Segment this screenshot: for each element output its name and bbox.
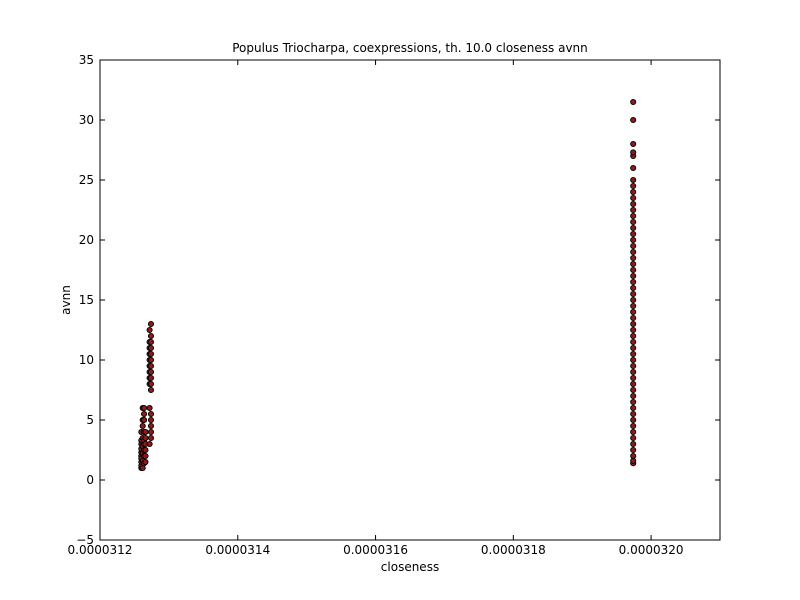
data-point <box>631 279 636 284</box>
data-point <box>147 405 152 410</box>
data-point <box>631 285 636 290</box>
x-tick-label: 0.0000316 <box>343 543 408 557</box>
data-point <box>148 387 153 392</box>
data-point <box>631 141 636 146</box>
data-point <box>631 435 636 440</box>
data-point <box>143 447 148 452</box>
data-point <box>141 405 146 410</box>
data-point <box>631 219 636 224</box>
y-tick-label: 30 <box>79 113 94 127</box>
data-point <box>148 345 153 350</box>
data-point <box>141 411 146 416</box>
data-point <box>631 405 636 410</box>
data-point <box>631 150 636 155</box>
y-tick-label: 5 <box>86 413 94 427</box>
data-point <box>631 303 636 308</box>
y-tick-label: 20 <box>79 233 94 247</box>
data-point <box>631 321 636 326</box>
data-point <box>631 273 636 278</box>
data-point <box>143 429 148 434</box>
x-tick-label: 0.0000318 <box>481 543 546 557</box>
data-point <box>631 267 636 272</box>
data-point <box>148 321 153 326</box>
x-tick-label: 0.0000314 <box>205 543 270 557</box>
data-point <box>631 357 636 362</box>
data-point <box>631 363 636 368</box>
data-point <box>148 339 153 344</box>
data-point <box>148 381 153 386</box>
data-point <box>631 339 636 344</box>
y-tick-label: 25 <box>79 173 94 187</box>
data-point <box>148 423 153 428</box>
data-point <box>148 363 153 368</box>
data-point <box>631 411 636 416</box>
data-point <box>148 351 153 356</box>
data-point <box>631 213 636 218</box>
y-tick-label: 15 <box>79 293 94 307</box>
y-tick-label: 10 <box>79 353 94 367</box>
data-point <box>148 417 153 422</box>
data-point <box>631 117 636 122</box>
data-point <box>631 315 636 320</box>
y-tick-label: 0 <box>86 473 94 487</box>
x-axis-label: closeness <box>381 560 439 574</box>
data-point <box>631 375 636 380</box>
data-point <box>141 417 146 422</box>
data-point <box>631 99 636 104</box>
data-point <box>631 333 636 338</box>
data-point <box>631 351 636 356</box>
data-point <box>631 243 636 248</box>
chart-title: Populus Triocharpa, coexpressions, th. 1… <box>232 41 588 55</box>
data-point <box>631 429 636 434</box>
data-point <box>143 453 148 458</box>
data-point <box>148 357 153 362</box>
data-point <box>631 195 636 200</box>
data-point <box>631 345 636 350</box>
data-point <box>147 327 152 332</box>
data-point <box>148 435 153 440</box>
data-point <box>143 435 148 440</box>
data-point <box>148 369 153 374</box>
data-point <box>148 375 153 380</box>
data-point <box>631 387 636 392</box>
y-tick-label: −5 <box>76 533 94 547</box>
y-axis-label: avnn <box>59 285 73 315</box>
data-point <box>631 201 636 206</box>
data-point <box>631 225 636 230</box>
data-point <box>631 393 636 398</box>
y-tick-label: 35 <box>79 53 94 67</box>
data-point <box>631 297 636 302</box>
data-point <box>148 411 153 416</box>
data-point <box>631 231 636 236</box>
data-point <box>631 165 636 170</box>
data-point <box>631 177 636 182</box>
data-point <box>631 183 636 188</box>
data-point <box>631 423 636 428</box>
data-point <box>631 207 636 212</box>
data-point <box>631 189 636 194</box>
data-point <box>143 459 148 464</box>
data-point <box>140 423 145 428</box>
data-point <box>631 255 636 260</box>
data-point <box>631 327 636 332</box>
data-point <box>631 249 636 254</box>
data-point <box>631 261 636 266</box>
data-point <box>147 441 152 446</box>
data-point <box>631 237 636 242</box>
data-point <box>148 333 153 338</box>
data-point <box>631 369 636 374</box>
data-point <box>631 399 636 404</box>
data-point <box>631 309 636 314</box>
data-point <box>148 429 153 434</box>
data-point <box>631 291 636 296</box>
data-point <box>631 447 636 452</box>
x-tick-label: 0.0000320 <box>619 543 684 557</box>
data-point <box>631 441 636 446</box>
data-point <box>631 381 636 386</box>
data-point <box>631 417 636 422</box>
data-point <box>631 453 636 458</box>
